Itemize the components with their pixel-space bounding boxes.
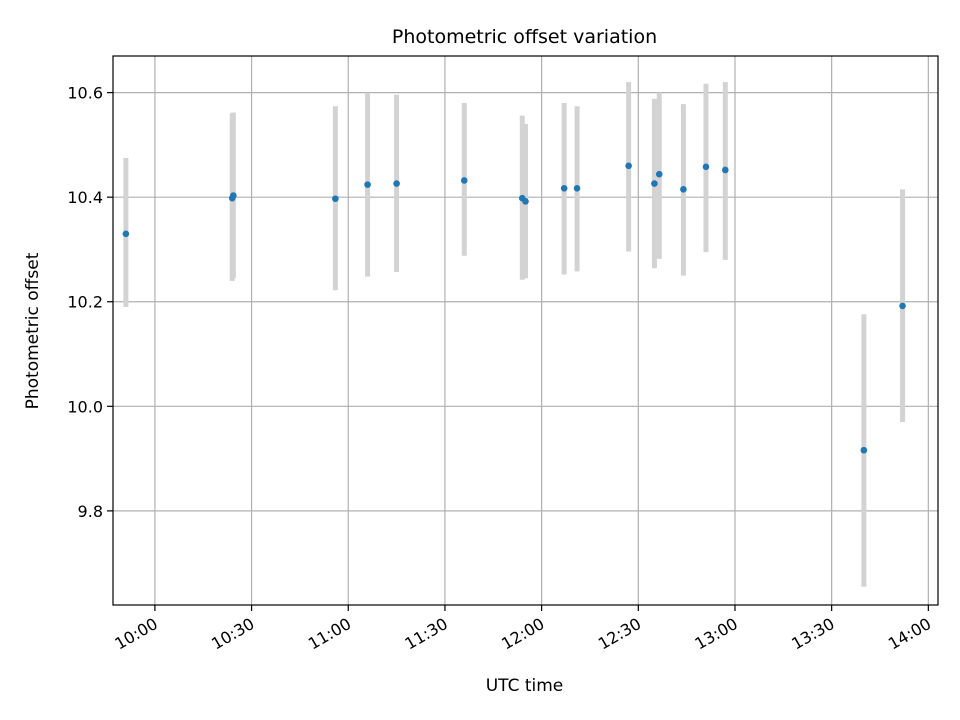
data-point xyxy=(573,184,581,192)
chart-title: Photometric offset variation xyxy=(392,26,657,48)
plot-frame xyxy=(112,55,939,606)
data-point xyxy=(680,186,687,193)
y-axis: 9.8 10.0 10.2 10.4 10.6 xyxy=(67,84,113,521)
y-tick-label: 10.4 xyxy=(67,188,103,207)
data-point xyxy=(560,184,568,192)
data-point xyxy=(860,446,868,454)
data-point xyxy=(655,170,663,178)
y-tick-label: 10.6 xyxy=(67,84,103,103)
data-point xyxy=(702,163,710,171)
x-axis-title: UTC time xyxy=(486,676,564,696)
data-point xyxy=(625,162,632,170)
data-point xyxy=(230,192,237,199)
data-point xyxy=(393,180,400,187)
data-point xyxy=(122,230,130,238)
data-point xyxy=(722,166,729,174)
data-point xyxy=(460,177,468,184)
y-axis-title: Photometric offset xyxy=(23,252,43,409)
data-point xyxy=(899,302,906,310)
y-tick-label: 10.2 xyxy=(67,293,103,312)
y-tick-label: 10.0 xyxy=(67,397,103,416)
y-tick-label: 9.8 xyxy=(78,502,103,521)
data-point xyxy=(332,195,339,203)
data-point xyxy=(364,181,371,188)
data-point xyxy=(651,180,658,187)
data-points xyxy=(122,162,906,454)
data-point xyxy=(522,198,529,205)
